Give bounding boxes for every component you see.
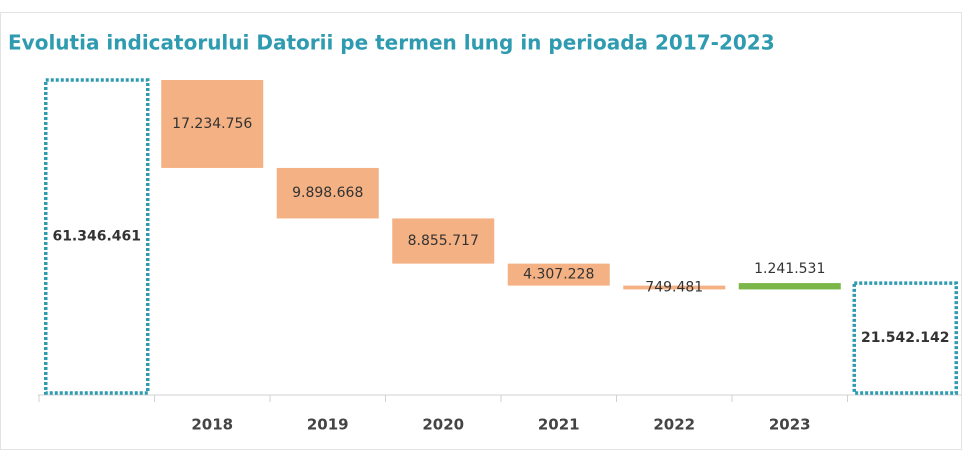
bar [392, 218, 495, 264]
x-tick-label: 2021 [538, 416, 580, 434]
data-label: 21.542.142 [861, 330, 950, 346]
data-label: 17.234.756 [172, 116, 252, 132]
bar [623, 285, 726, 290]
bar [276, 167, 379, 219]
x-tick-label: 2019 [307, 416, 349, 434]
bar [161, 80, 264, 168]
bar [852, 281, 958, 395]
x-tick-label: 2020 [422, 416, 464, 434]
bar [44, 78, 150, 395]
bar [738, 283, 841, 290]
data-label: 9.898.668 [292, 185, 363, 201]
bar [507, 263, 610, 286]
x-tick-label: 2022 [653, 416, 695, 434]
x-tick-label: 2018 [191, 416, 233, 434]
x-tick-label: 2023 [769, 416, 811, 434]
chart-title: Evolutia indicatorului Datorii pe termen… [8, 31, 775, 55]
data-label: 1.241.531 [754, 261, 825, 277]
data-label: 4.307.228 [523, 267, 594, 283]
data-label: 61.346.461 [52, 229, 141, 245]
data-label: 749.481 [645, 280, 703, 296]
data-label: 8.855.717 [408, 233, 479, 249]
